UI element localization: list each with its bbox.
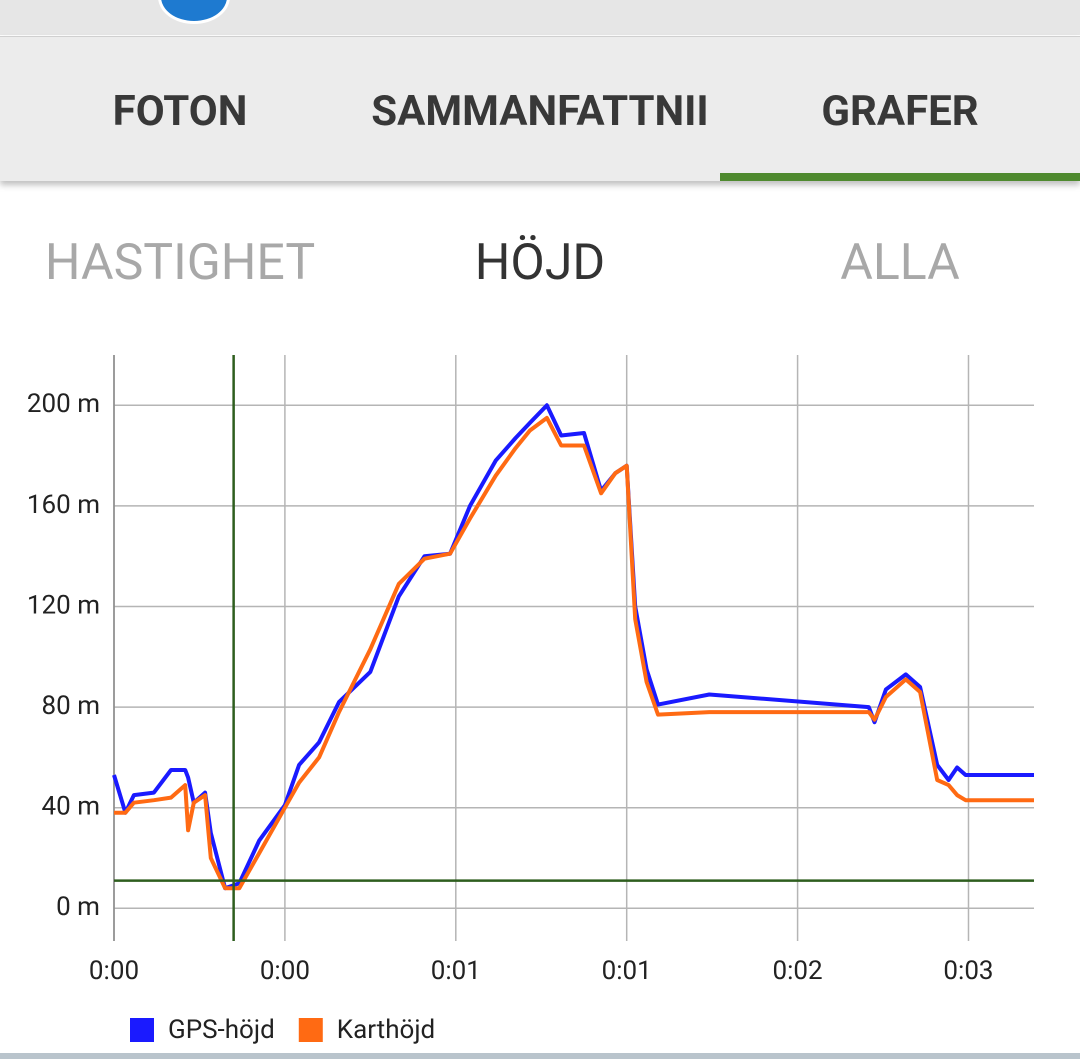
tab[interactable]: GRAFER <box>821 87 979 136</box>
subtab[interactable]: HASTIGHET <box>44 234 316 292</box>
y-tick-label: 120 m <box>27 590 100 620</box>
y-tick-label: 40 m <box>42 792 100 822</box>
legend-swatch <box>298 1018 323 1042</box>
y-tick-label: 160 m <box>27 490 100 520</box>
legend-label: GPS-höjd <box>168 1015 275 1045</box>
x-tick-label: 0:02 <box>773 956 823 986</box>
tab[interactable]: FOTON <box>112 87 248 136</box>
tab-bar: FOTON SAMMANFATTNII GRAFER <box>0 36 1080 181</box>
bottom-edge <box>0 1053 1080 1059</box>
subtab[interactable]: HÖJD <box>474 234 606 292</box>
x-tick-label: 0:03 <box>943 956 993 986</box>
subtab[interactable]: ALLA <box>840 234 960 292</box>
legend-label: Karthöjd <box>337 1015 435 1045</box>
status-bar <box>0 0 1080 35</box>
y-tick-label: 200 m <box>27 389 100 419</box>
x-tick-label: 0:00 <box>260 956 310 986</box>
x-tick-label: 0:01 <box>431 956 481 986</box>
tab-indicator <box>720 173 1080 181</box>
y-tick-label: 80 m <box>42 691 100 721</box>
tab[interactable]: SAMMANFATTNII <box>371 87 709 136</box>
x-tick-label: 0:01 <box>602 956 652 986</box>
legend-swatch <box>130 1018 154 1042</box>
x-tick-label: 0:00 <box>89 956 139 986</box>
series-line <box>114 415 1034 891</box>
series-line <box>112 403 1034 891</box>
y-tick-label: 0 m <box>56 892 100 922</box>
